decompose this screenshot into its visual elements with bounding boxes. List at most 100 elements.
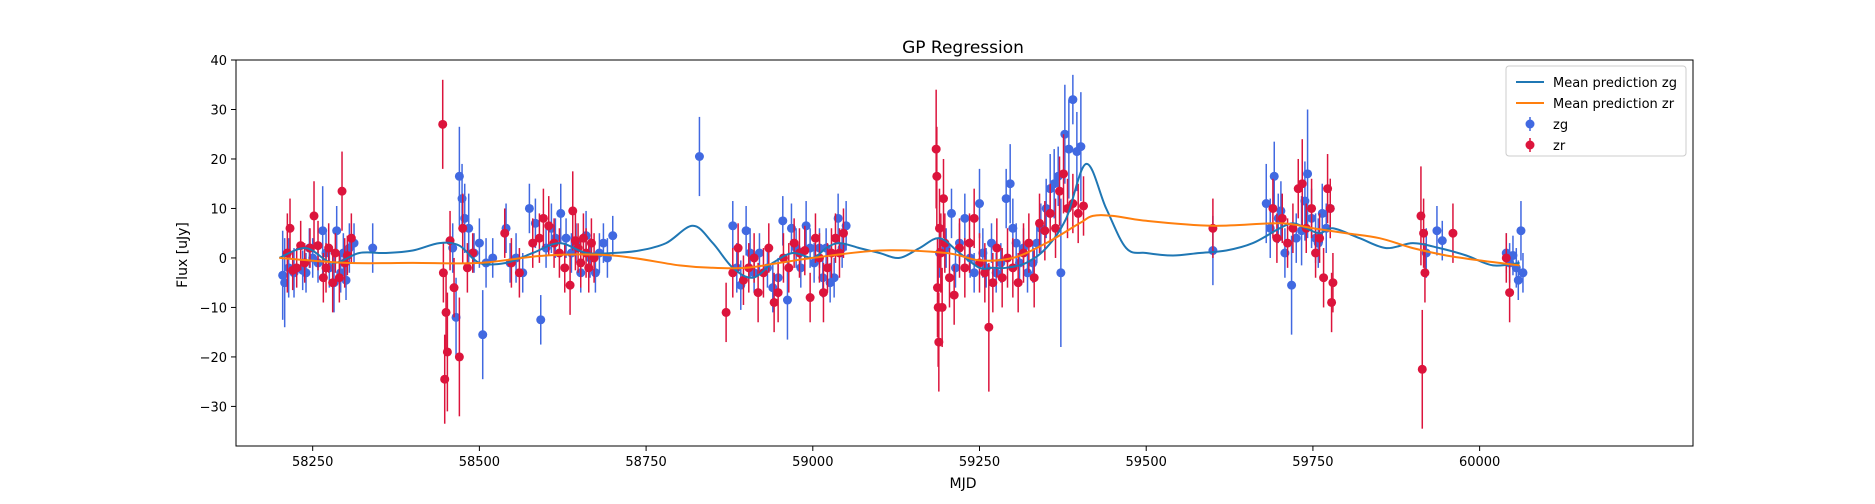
data-point: [1297, 179, 1307, 189]
data-point: [838, 228, 848, 238]
data-point: [589, 253, 599, 263]
x-tick-label: 58250: [292, 455, 333, 470]
x-tick-label: 59750: [1292, 455, 1333, 470]
legend-label: Mean prediction zr: [1553, 97, 1675, 112]
data-point: [1437, 236, 1447, 246]
data-point: [960, 263, 970, 273]
data-point: [1005, 179, 1015, 189]
chart-title: GP Regression: [902, 38, 1024, 58]
data-point: [753, 288, 763, 298]
data-point: [796, 263, 806, 273]
data-point: [1059, 169, 1069, 179]
data-point: [330, 248, 340, 258]
x-tick-label: 59500: [1126, 455, 1167, 470]
data-point: [938, 194, 948, 204]
data-point: [728, 221, 738, 231]
data-point: [946, 208, 956, 218]
data-point: [560, 263, 570, 273]
x-tick-label: 58500: [459, 455, 500, 470]
data-point: [1501, 253, 1511, 263]
data-point: [741, 226, 751, 236]
data-point: [778, 216, 788, 226]
data-point: [462, 263, 472, 273]
data-point: [1516, 226, 1526, 236]
y-tick-label: 40: [210, 54, 227, 69]
data-point: [544, 221, 554, 231]
data-point: [1011, 238, 1021, 248]
data-point: [524, 203, 534, 213]
data-point: [1045, 208, 1055, 218]
data-point: [992, 243, 1002, 253]
data-point: [694, 152, 704, 161]
data-point: [1068, 95, 1078, 105]
data-point: [769, 297, 779, 307]
data-point: [536, 315, 546, 325]
data-point: [1268, 203, 1278, 213]
data-point: [988, 278, 998, 288]
data-point: [1023, 268, 1033, 278]
data-point: [758, 268, 768, 278]
data-point: [1261, 199, 1271, 209]
data-point: [782, 295, 792, 305]
data-point: [733, 243, 743, 253]
legend-label: zr: [1553, 139, 1566, 154]
data-point: [590, 268, 600, 278]
x-tick-label: 60000: [1459, 455, 1500, 470]
data-point: [488, 253, 498, 263]
data-point: [1505, 288, 1515, 298]
data-point: [1064, 144, 1074, 154]
data-point: [773, 288, 783, 298]
data-point: [1008, 223, 1018, 233]
data-point: [1513, 275, 1523, 285]
x-tick-label: 59000: [792, 455, 833, 470]
data-point: [960, 213, 970, 223]
data-point: [997, 273, 1007, 283]
y-tick-label: 20: [210, 153, 227, 168]
data-point: [1040, 226, 1050, 236]
data-point: [1001, 194, 1011, 204]
data-point: [309, 211, 319, 221]
data-point: [1073, 208, 1083, 218]
data-point: [1035, 218, 1045, 228]
data-point: [368, 243, 378, 253]
data-point: [1055, 186, 1065, 196]
data-point: [454, 352, 464, 362]
data-point: [332, 226, 342, 236]
data-point: [784, 263, 794, 273]
data-point: [944, 273, 954, 283]
data-point: [285, 223, 295, 233]
y-tick-label: −10: [200, 301, 227, 316]
data-point: [301, 268, 311, 278]
data-point: [738, 275, 748, 285]
data-point: [1419, 228, 1429, 238]
data-point: [1518, 268, 1528, 278]
data-point: [969, 213, 979, 223]
legend-label: Mean prediction zg: [1553, 76, 1677, 91]
legend-box: [1505, 65, 1687, 157]
data-point: [1051, 223, 1061, 233]
data-point: [980, 268, 990, 278]
data-point: [818, 288, 828, 298]
data-point: [834, 248, 844, 258]
data-point: [934, 337, 944, 347]
data-point: [801, 221, 811, 231]
data-point: [965, 238, 975, 248]
data-point: [1283, 238, 1293, 248]
data-point: [932, 171, 942, 181]
data-point: [800, 246, 810, 256]
data-point: [949, 290, 959, 300]
data-point: [514, 268, 524, 278]
y-tick-label: −30: [200, 400, 227, 415]
data-point: [1272, 233, 1282, 243]
plot-area: [235, 59, 1694, 447]
data-point: [500, 228, 510, 238]
data-point: [1079, 201, 1089, 211]
data-point: [460, 213, 470, 223]
data-point: [528, 238, 538, 248]
data-point: [538, 213, 548, 223]
data-point: [1024, 238, 1034, 248]
data-point: [1448, 228, 1458, 238]
data-point: [1315, 233, 1325, 243]
